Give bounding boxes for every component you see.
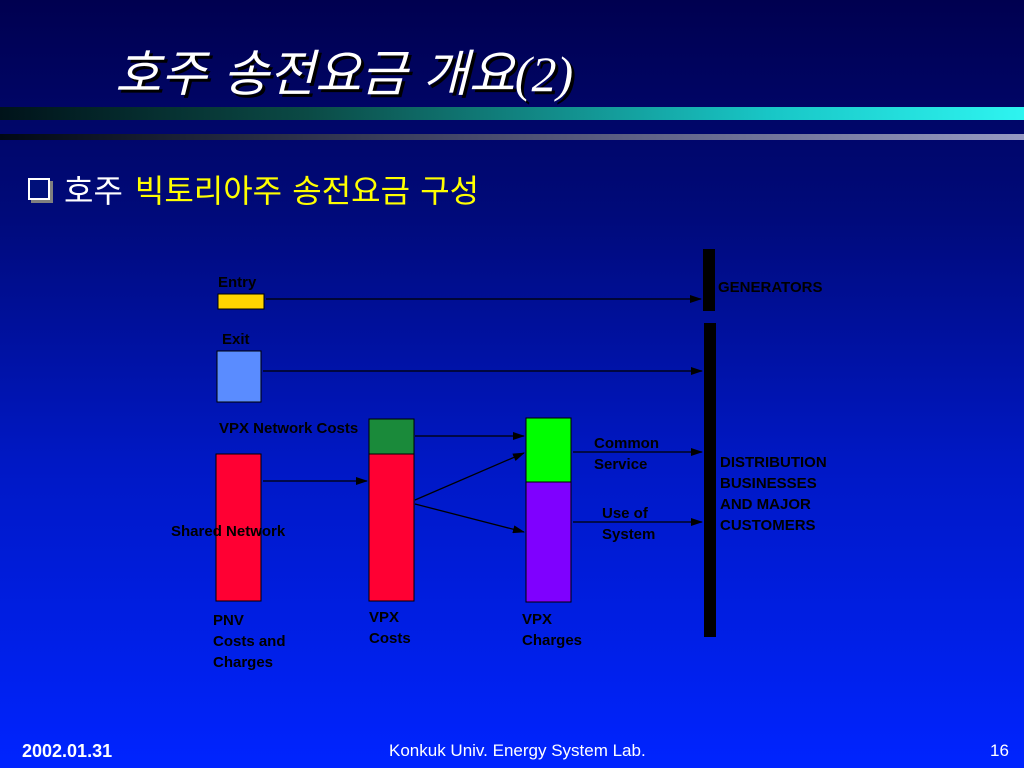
pnv-line-3: Charges [213,654,273,671]
common-service-line-1: Common [594,435,659,452]
bullet-text: 빅토리아주 송전요금 구성 [134,172,480,210]
distribution-line-2: BUSINESSES [720,475,817,492]
vpx-charges-label: VPX Charges [522,611,582,649]
generators-bar [703,249,715,311]
title-text: 호주 송전요금 개요 [115,45,515,103]
vpx-network-costs-box [368,418,415,455]
use-of-system-line-2: System [602,526,655,543]
vpx-charges-line-2: Charges [522,632,582,649]
to-use-of-system-arrow [414,503,525,534]
pnv-box [215,453,262,602]
pnv-label: PNV Costs and Charges [213,612,290,671]
page-number: 16 [990,741,1009,760]
shared-network-label: Shared Network [171,523,286,540]
common-service-box [525,417,572,483]
title-underline-band [0,107,1024,120]
entry-label: Entry [218,274,257,291]
bullet-prefix: 호주 [64,172,123,210]
title-number: (2) [514,46,574,102]
vpx-costs-line-1: VPX [369,609,399,626]
exit-box [216,350,262,403]
use-of-system-box [525,481,572,603]
use-of-system-label: Use of System [602,505,655,543]
bullet-heading: 호주 빅토리아주 송전요금 구성 [28,170,479,212]
footer-lab-name: Konkuk Univ. Energy System Lab. [389,741,646,760]
vpx-network-costs-label: VPX Network Costs [219,420,358,437]
slide-title: 호주 송전요금 개요(2) [115,44,573,104]
use-of-system-line-1: Use of [602,505,649,522]
checkbox-bullet-icon [28,178,50,200]
common-service-line-2: Service [594,456,647,473]
pnv-line-2: Costs and [213,633,286,650]
generators-label: GENERATORS [718,279,822,296]
distribution-line-3: AND MAJOR [720,496,811,513]
to-common-service-arrow [414,452,525,501]
pnv-line-1: PNV [213,612,244,629]
common-service-label: Common Service [594,435,663,473]
exit-label: Exit [222,331,250,348]
vpx-costs-line-2: Costs [369,630,411,647]
vpx-costs-label: VPX Costs [369,609,411,647]
distribution-line-4: CUSTOMERS [720,517,816,534]
distribution-label: DISTRIBUTION BUSINESSES AND MAJOR CUSTOM… [720,454,831,534]
vpx-charges-line-1: VPX [522,611,552,628]
distribution-line-1: DISTRIBUTION [720,454,827,471]
title-underline-thin [0,134,1024,140]
footer-date: 2002.01.31 [22,741,113,761]
vpx-costs-box [368,453,415,602]
entry-box [217,293,265,310]
distribution-bar [704,323,716,637]
